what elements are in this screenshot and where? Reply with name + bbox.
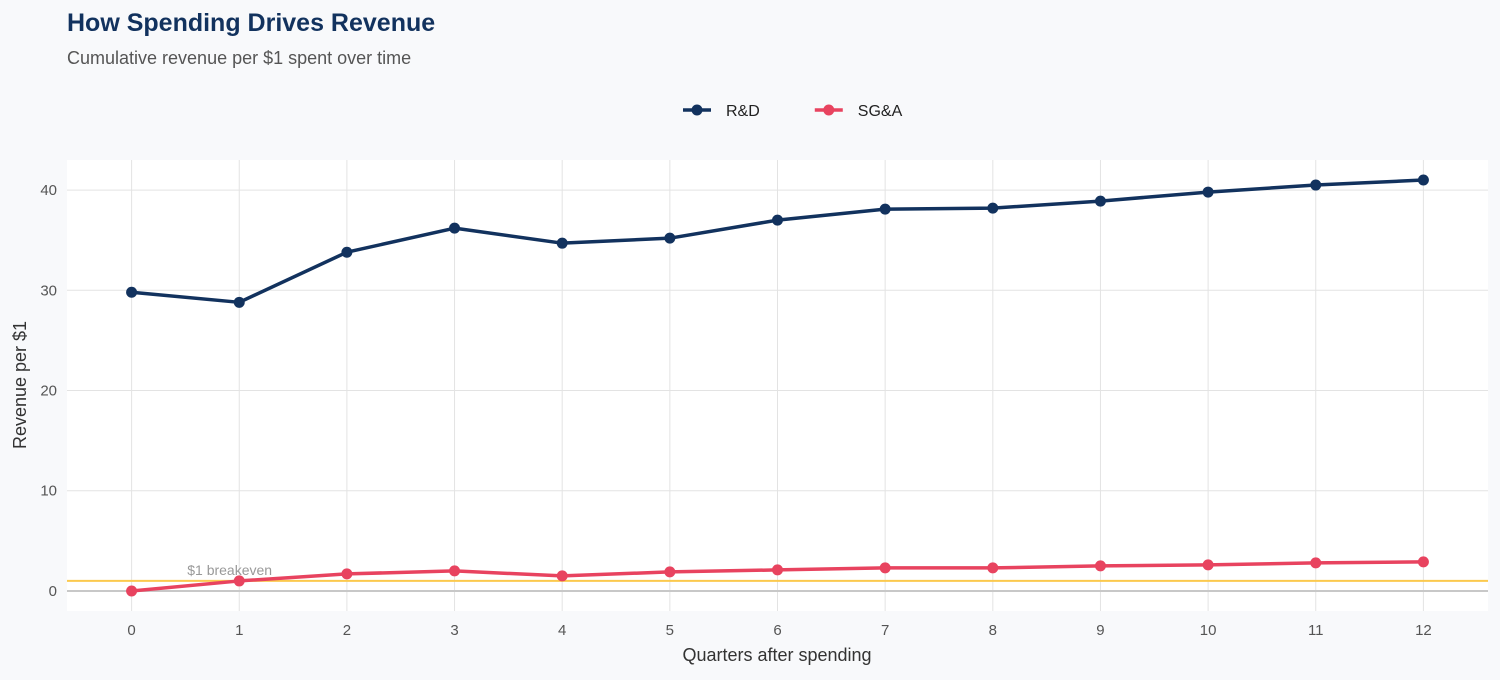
data-point xyxy=(449,222,461,234)
x-tick-label: 9 xyxy=(1096,622,1104,639)
x-tick-label: 3 xyxy=(450,622,458,639)
data-point xyxy=(1310,557,1322,569)
y-tick-label: 20 xyxy=(40,383,57,400)
x-tick-label: 1 xyxy=(235,622,243,639)
x-tick-label: 5 xyxy=(666,622,674,639)
data-point xyxy=(556,237,568,249)
y-tick-label: 10 xyxy=(40,483,57,500)
legend-key-point xyxy=(823,104,835,116)
data-point xyxy=(449,565,461,577)
legend: R&D SG&A xyxy=(683,103,903,120)
data-point xyxy=(664,566,676,578)
data-point xyxy=(341,246,353,258)
x-tick-label: 12 xyxy=(1415,622,1432,639)
data-point xyxy=(556,570,568,582)
data-point xyxy=(341,568,353,580)
data-point xyxy=(879,203,891,215)
y-axis-label: Revenue per $1 xyxy=(10,321,30,449)
legend-key-point xyxy=(691,104,703,116)
data-point xyxy=(772,564,783,576)
data-point xyxy=(987,202,999,214)
x-tick-label: 2 xyxy=(343,622,351,639)
data-point xyxy=(233,575,245,587)
x-axis-label: Quarters after spending xyxy=(682,645,871,665)
data-point xyxy=(1094,195,1106,207)
data-point xyxy=(1417,174,1429,186)
data-point xyxy=(126,585,138,597)
y-tick-label: 40 xyxy=(40,182,57,199)
x-tick-label: 4 xyxy=(558,622,566,639)
x-tick-label: 10 xyxy=(1200,622,1217,639)
data-point xyxy=(987,562,999,574)
x-tick-label: 6 xyxy=(773,622,781,639)
data-point xyxy=(1417,556,1429,568)
chart-title: How Spending Drives Revenue xyxy=(67,9,435,37)
data-point xyxy=(1310,179,1322,191)
data-point xyxy=(233,296,245,308)
data-point xyxy=(879,562,891,574)
x-tick-label: 8 xyxy=(989,622,997,639)
x-tick-label: 7 xyxy=(881,622,889,639)
data-point xyxy=(126,286,138,298)
chart-subtitle: Cumulative revenue per $1 spent over tim… xyxy=(67,48,411,68)
y-tick-label: 30 xyxy=(40,282,57,299)
data-point xyxy=(1094,560,1106,572)
data-point xyxy=(1202,559,1214,571)
breakeven-label: $1 breakeven xyxy=(187,562,272,578)
legend-label: R&D xyxy=(726,103,760,120)
data-point xyxy=(664,232,676,244)
y-tick-label: 0 xyxy=(49,583,57,600)
x-tick-label: 0 xyxy=(127,622,135,639)
data-point xyxy=(772,214,783,226)
data-point xyxy=(1202,186,1214,198)
x-tick-label: 11 xyxy=(1308,622,1324,639)
legend-label: SG&A xyxy=(858,103,903,120)
